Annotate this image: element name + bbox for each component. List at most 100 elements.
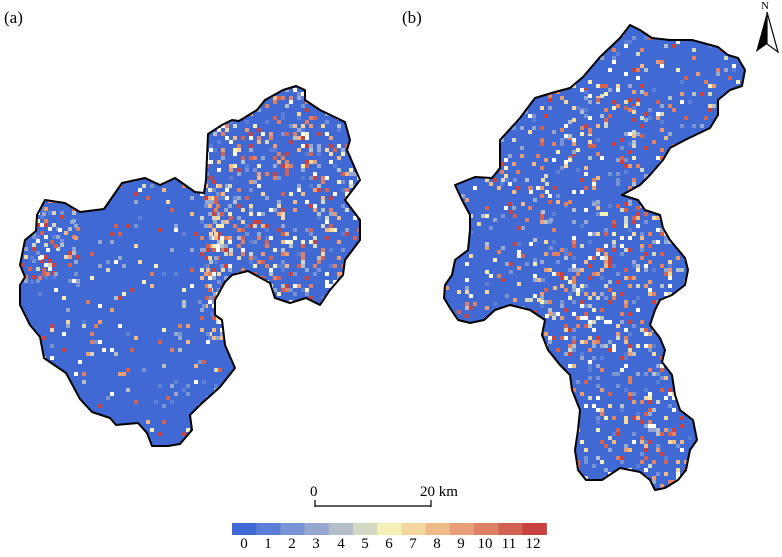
region-a-cell — [349, 180, 353, 184]
region-b-cell — [664, 292, 668, 296]
region-a-cell — [24, 255, 28, 259]
region-b-cell — [684, 244, 688, 248]
region-a-cell — [212, 268, 216, 272]
region-a-cell — [309, 184, 313, 188]
region-a-cell — [305, 200, 309, 204]
region-a-cell — [253, 124, 257, 128]
region-a-cell — [305, 132, 309, 136]
region-a-cell — [166, 396, 170, 400]
region-b-cell — [628, 348, 632, 352]
region-a-cell — [281, 192, 285, 196]
region-b-cell — [564, 32, 568, 36]
region-a-cell — [204, 264, 208, 268]
region-a-cell — [212, 336, 216, 340]
region-b-cell — [596, 200, 600, 204]
region-a-cell — [146, 196, 150, 200]
region-a-cell — [74, 272, 78, 276]
region-a-cell — [76, 199, 80, 203]
region-a-cell — [345, 208, 349, 212]
region-a-cell — [233, 92, 237, 96]
region-a-cell — [257, 176, 261, 180]
region-b-cell — [568, 488, 572, 490]
region-a-cell — [216, 192, 220, 196]
region-a-cell — [214, 368, 218, 372]
legend-swatch-12 — [522, 523, 547, 535]
region-a-cell — [329, 92, 333, 96]
region-b-cell — [572, 190, 576, 194]
region-a-cell — [269, 208, 273, 212]
region-a-cell — [341, 188, 345, 192]
region-b-cell — [660, 200, 664, 204]
region-a-cell — [224, 328, 228, 332]
region-a-cell — [24, 279, 28, 283]
region-b-cell — [624, 304, 628, 308]
region-a-cell — [209, 296, 213, 300]
region-a-cell — [190, 284, 194, 288]
region-a-cell — [309, 240, 313, 244]
region-b-cell — [648, 440, 652, 444]
region-a-cell — [68, 251, 72, 255]
region-b-cell — [672, 212, 676, 216]
region-b-cell — [572, 220, 576, 224]
region-b-cell — [584, 220, 588, 224]
region-a-cell — [237, 280, 241, 284]
region-b-cell — [668, 432, 672, 436]
region-b-cell — [568, 448, 572, 452]
region-a-cell — [138, 216, 142, 220]
region-a-cell — [206, 400, 210, 404]
region-a-cell — [42, 212, 46, 216]
region-b-cell — [668, 272, 672, 276]
region-b-cell — [584, 166, 588, 170]
region-b-cell — [568, 280, 572, 284]
region-b-cell — [556, 460, 560, 464]
region-b-cell — [692, 124, 696, 128]
region-a-cell — [110, 240, 114, 244]
region-a-cell — [214, 232, 218, 236]
legend-swatch-8 — [425, 523, 451, 535]
region-b-cell — [616, 480, 620, 484]
region-a-cell — [325, 220, 329, 224]
region-b-cell — [584, 456, 588, 460]
region-b-cell — [668, 284, 672, 288]
region-b-cell — [516, 102, 520, 106]
region-b-cell — [636, 224, 640, 228]
region-b-cell — [584, 488, 588, 490]
region-b-cell — [596, 252, 600, 256]
region-a-cell — [206, 332, 210, 336]
region-a-cell — [337, 144, 341, 148]
region-a-cell — [253, 220, 257, 224]
region-a-cell — [216, 216, 220, 220]
region-a-cell — [349, 128, 353, 132]
region-a-cell — [110, 348, 114, 352]
region-a-cell — [218, 184, 222, 188]
region-b-cell — [612, 344, 616, 348]
region-a-cell — [44, 263, 48, 267]
region-b-cell — [660, 452, 664, 456]
region-b-cell — [612, 56, 616, 60]
region-b-cell — [588, 304, 592, 308]
region-a-cell — [265, 196, 269, 200]
region-a-cell — [281, 216, 285, 220]
region-b-cell — [588, 80, 592, 84]
region-a-cell — [253, 240, 257, 244]
region-b-cell — [616, 480, 620, 484]
region-b-cell — [608, 348, 612, 352]
region-a-cell — [216, 308, 220, 312]
region-b-cell — [676, 256, 680, 260]
region-b-cell — [544, 252, 548, 256]
region-b-cell — [501, 246, 505, 250]
region-b-cell — [509, 210, 513, 214]
region-b-cell — [485, 242, 489, 246]
region-a-cell — [237, 276, 241, 280]
region-a-cell — [301, 264, 305, 268]
region-a-cell — [224, 248, 228, 252]
region-a-cell — [42, 272, 46, 276]
region-b-cell — [564, 100, 568, 104]
region-a-cell — [349, 196, 353, 200]
region-b-cell — [501, 322, 505, 326]
region-a-cell — [229, 248, 233, 252]
region-b-cell — [544, 240, 548, 244]
region-a-cell — [217, 212, 221, 216]
region-b-cell — [600, 408, 604, 412]
region-b-cell — [525, 262, 529, 266]
